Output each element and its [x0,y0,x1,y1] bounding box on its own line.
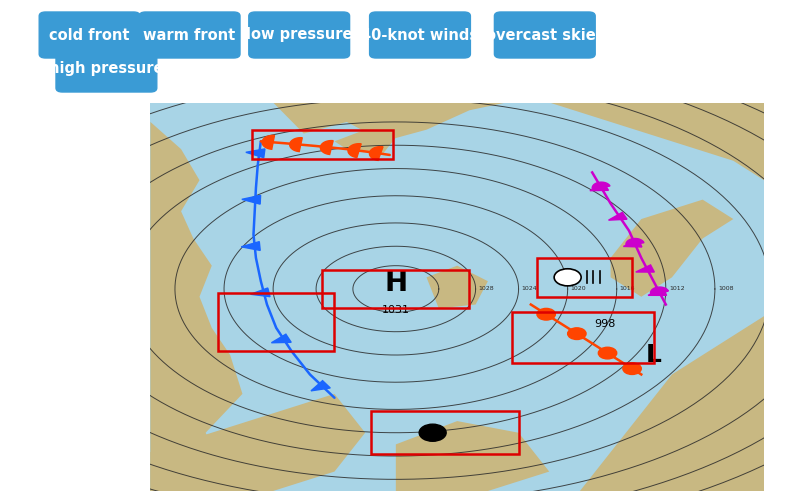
Polygon shape [348,144,361,158]
Polygon shape [262,136,274,149]
Polygon shape [320,140,333,154]
Polygon shape [246,149,265,158]
Bar [537,258,632,296]
FancyBboxPatch shape [370,12,470,58]
FancyBboxPatch shape [494,12,595,58]
Text: 1008: 1008 [718,286,734,292]
Polygon shape [650,287,669,294]
FancyBboxPatch shape [249,12,350,58]
Polygon shape [242,242,260,250]
Polygon shape [426,266,488,308]
Bar [322,270,470,308]
Polygon shape [150,122,242,491]
Polygon shape [590,184,609,190]
Text: 1012: 1012 [669,286,685,292]
Polygon shape [370,146,383,160]
Polygon shape [626,238,644,246]
Polygon shape [550,102,764,180]
Bar [513,312,654,363]
Text: high pressure: high pressure [49,62,164,76]
FancyBboxPatch shape [139,12,240,58]
Polygon shape [311,380,330,391]
FancyBboxPatch shape [39,12,140,58]
Bar [218,293,334,351]
Polygon shape [623,240,642,247]
Text: cold front: cold front [50,28,130,42]
Polygon shape [610,200,734,296]
Circle shape [537,308,555,320]
Polygon shape [609,212,627,220]
Circle shape [554,269,581,286]
Polygon shape [334,130,396,153]
Polygon shape [396,421,550,491]
Text: 998: 998 [594,319,615,329]
Text: 1024: 1024 [522,286,538,292]
Polygon shape [592,182,610,190]
Polygon shape [648,288,666,296]
Text: warm front: warm front [143,28,236,42]
Circle shape [419,424,446,442]
Text: 1031: 1031 [382,306,410,316]
Text: H: H [384,269,407,297]
Text: 40-knot winds: 40-knot winds [362,28,478,42]
Polygon shape [636,265,654,272]
Circle shape [598,348,617,359]
Polygon shape [290,138,302,151]
Polygon shape [580,316,764,491]
Bar [252,130,393,159]
Circle shape [568,328,586,340]
Polygon shape [271,334,291,343]
Bar [371,412,518,454]
Circle shape [623,363,642,374]
Text: 1028: 1028 [478,286,494,292]
Polygon shape [242,196,261,204]
Text: L: L [646,343,662,367]
Text: low pressure: low pressure [246,28,353,42]
Text: overcast skies: overcast skies [486,28,604,42]
FancyBboxPatch shape [56,46,157,92]
Text: 1020: 1020 [570,286,586,292]
Text: 1016: 1016 [620,286,635,292]
Polygon shape [150,394,365,491]
Polygon shape [250,288,270,296]
Polygon shape [273,102,506,142]
